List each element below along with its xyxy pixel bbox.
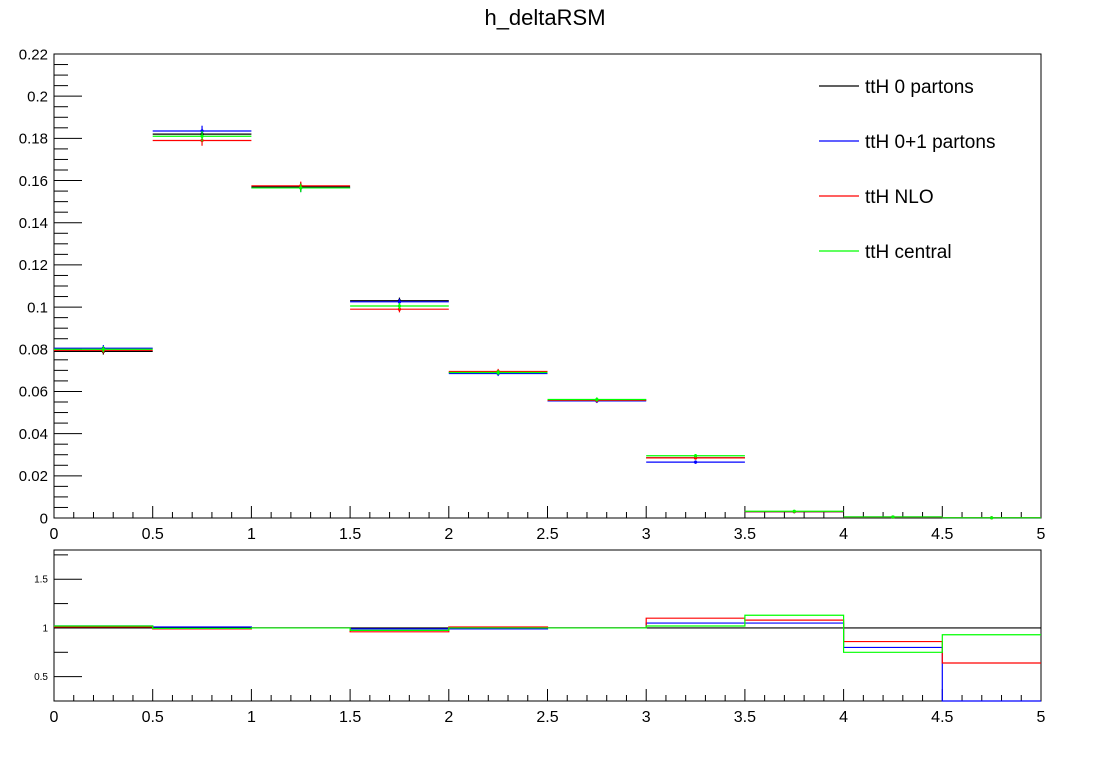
main-plot-panel: 0 0.5 1 1.5 2 2.5 3 3.5 4 4.5 5 0 0.02 0.04 0.06 0.08 0.… bbox=[19, 46, 1046, 543]
data-point bbox=[990, 516, 994, 520]
y-tick-label: 0.12 bbox=[19, 257, 48, 274]
x-tick-label: 2.5 bbox=[536, 709, 558, 726]
data-point bbox=[595, 397, 599, 402]
ratio-series-line bbox=[54, 614, 1041, 653]
ratio-series-line bbox=[54, 617, 1041, 664]
x-tick-label: 5 bbox=[1037, 709, 1046, 726]
y-tick-label: 0.02 bbox=[19, 468, 48, 485]
x-tick-label: 2 bbox=[444, 526, 453, 543]
y-tick-label: 0.16 bbox=[19, 173, 48, 190]
y-tick-label: 0.5 bbox=[34, 672, 48, 683]
legend-label: ttH 0+1 partons bbox=[865, 132, 995, 153]
y-tick-label: 0.14 bbox=[19, 215, 48, 232]
x-tick-label: 2.5 bbox=[536, 526, 558, 543]
y-tick-label: 0.22 bbox=[19, 46, 48, 63]
data-point bbox=[397, 304, 402, 308]
legend-label: ttH NLO bbox=[865, 187, 934, 208]
x-tick-label: 3.5 bbox=[734, 709, 756, 726]
ratio-plot-panel: 0 0.5 1 1.5 2 2.5 3 3.5 4 4.5 5 0.5 1 1.5 bbox=[34, 549, 1046, 726]
x-tick-label: 1 bbox=[247, 526, 256, 543]
data-point bbox=[101, 347, 105, 351]
plot-frame bbox=[53, 549, 1042, 702]
data-point bbox=[693, 454, 698, 458]
x-tick-label: 3 bbox=[642, 709, 651, 726]
legend: ttH 0 partons ttH 0+1 partons ttH NLO ttH c… bbox=[819, 77, 995, 263]
x-tick-label: 0 bbox=[50, 526, 59, 543]
y-tick-label: 1.5 bbox=[34, 575, 48, 586]
x-tick-label: 0 bbox=[50, 709, 59, 726]
legend-label: ttH central bbox=[865, 242, 952, 263]
x-tick-label: 1.5 bbox=[339, 709, 361, 726]
x-tick-label: 0.5 bbox=[142, 709, 164, 726]
x-tick-label: 1.5 bbox=[339, 526, 361, 543]
x-tick-label: 4.5 bbox=[931, 526, 953, 543]
data-point bbox=[299, 186, 303, 190]
data-point bbox=[397, 300, 402, 304]
data-point bbox=[496, 370, 500, 375]
x-tick-label: 1 bbox=[247, 709, 256, 726]
x-tick-label: 4.5 bbox=[931, 709, 953, 726]
y-tick-label: 0.08 bbox=[19, 342, 48, 359]
x-tick-label: 2 bbox=[444, 709, 453, 726]
y-tick-label: 0.04 bbox=[19, 426, 48, 443]
data-point bbox=[693, 460, 698, 464]
x-tick-label: 4 bbox=[839, 526, 848, 543]
y-tick-label: 1 bbox=[42, 623, 48, 634]
x-tick-label: 3.5 bbox=[734, 526, 756, 543]
y-tick-label: 0.06 bbox=[19, 384, 48, 401]
x-tick-label: 3 bbox=[642, 526, 651, 543]
plot-frame bbox=[53, 53, 1042, 519]
data-point bbox=[792, 509, 796, 513]
y-tick-label: 0.2 bbox=[27, 88, 48, 105]
x-tick-label: 0.5 bbox=[142, 526, 164, 543]
y-tick-label: 0.1 bbox=[27, 299, 48, 316]
data-point bbox=[891, 515, 895, 519]
y-tick-label: 0 bbox=[40, 510, 48, 527]
x-tick-label: 4 bbox=[839, 709, 848, 726]
data-point bbox=[200, 134, 204, 138]
x-tick-label: 5 bbox=[1037, 526, 1046, 543]
chart-title: h_deltaRSM bbox=[484, 5, 605, 30]
legend-label: ttH 0 partons bbox=[865, 77, 974, 98]
y-tick-label: 0.18 bbox=[19, 131, 48, 148]
